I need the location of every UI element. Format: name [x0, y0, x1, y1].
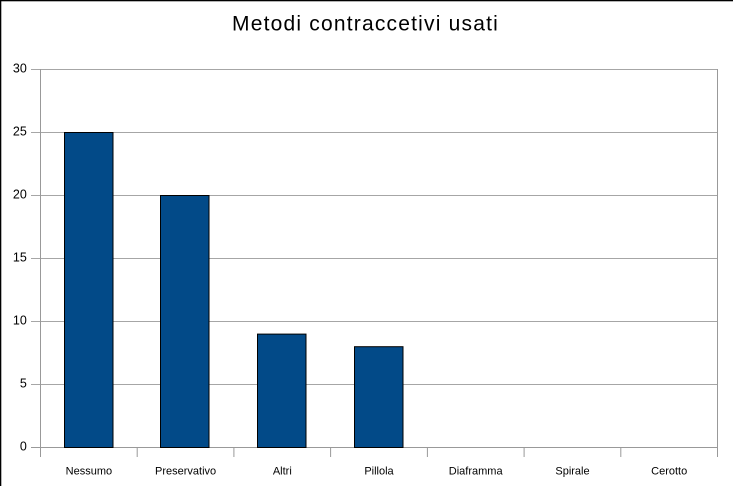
svg-text:20: 20: [13, 188, 27, 202]
svg-text:Altri: Altri: [273, 465, 292, 477]
svg-text:Cerotto: Cerotto: [651, 465, 687, 477]
svg-text:0: 0: [20, 440, 27, 454]
svg-text:5: 5: [20, 377, 27, 391]
svg-text:25: 25: [13, 125, 27, 139]
svg-text:15: 15: [13, 251, 27, 265]
svg-text:10: 10: [13, 314, 27, 328]
svg-text:Spirale: Spirale: [555, 465, 589, 477]
svg-text:Nessumo: Nessumo: [66, 465, 112, 477]
svg-text:Diaframma: Diaframma: [449, 465, 504, 477]
svg-text:30: 30: [13, 62, 27, 76]
svg-text:Pillola: Pillola: [364, 465, 394, 477]
svg-text:Metodi contraccetivi usati: Metodi contraccetivi usati: [232, 12, 499, 35]
svg-text:Preservativo: Preservativo: [155, 465, 216, 477]
